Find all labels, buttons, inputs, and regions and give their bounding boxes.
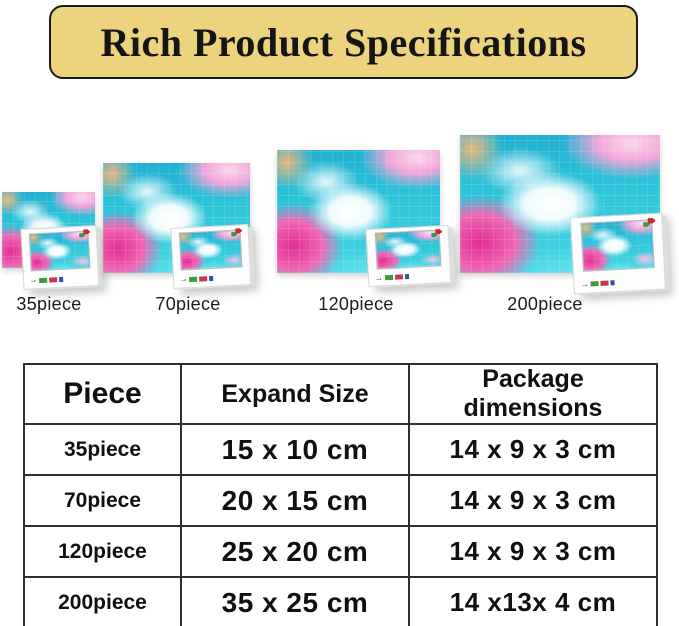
piece-count-label-35: 35piece <box>16 294 82 314</box>
color-block-blue-icon <box>610 280 615 286</box>
brand-color-strip: → <box>374 273 409 283</box>
package-dimensions-cell: 14 x 9 x 3 cm <box>408 423 658 476</box>
piece-cell: 200piece <box>23 576 182 626</box>
brand-color-strip: → <box>29 275 64 286</box>
puzzle-image-120piece <box>277 150 440 273</box>
color-block-red-icon <box>600 280 609 286</box>
color-block-blue-icon <box>209 275 214 282</box>
arrow-icon: → <box>580 279 590 289</box>
title-banner: Rich Product Specifications <box>49 5 638 79</box>
puzzle-box-35piece: → <box>20 225 100 290</box>
puzzle-box-120piece: → <box>365 224 452 288</box>
expand-size-cell: 25 x 20 cm <box>180 525 410 578</box>
table-row: 70piece 20 x 15 cm 14 x 9 x 3 cm <box>23 474 658 527</box>
package-dimensions-cell: 14 x13x 4 cm <box>408 576 658 626</box>
expand-size-cell: 15 x 10 cm <box>180 423 410 476</box>
color-block-blue-icon <box>404 274 409 280</box>
col-header-expand-size: Expand Size <box>180 363 410 425</box>
table-row: 35piece 15 x 10 cm 14 x 9 x 3 cm <box>23 423 658 476</box>
puzzle-logo-icon <box>431 229 442 238</box>
col-header-piece: Piece <box>23 363 182 425</box>
package-dimensions-cell: 14 x 9 x 3 cm <box>408 474 658 527</box>
spec-table: Piece Expand Size Package dimensions 35p… <box>23 363 658 626</box>
color-block-blue-icon <box>59 276 64 283</box>
piece-cell: 120piece <box>23 525 182 578</box>
color-block-red-icon <box>49 277 58 283</box>
color-block-green-icon <box>39 277 48 284</box>
color-block-red-icon <box>394 274 403 280</box>
expand-size-cell: 20 x 15 cm <box>180 474 410 527</box>
piece-cell: 35piece <box>23 423 182 476</box>
color-block-red-icon <box>199 276 208 282</box>
table-header-row: Piece Expand Size Package dimensions <box>23 363 658 425</box>
arrow-icon: → <box>374 273 383 283</box>
color-block-green-icon <box>590 281 599 287</box>
piece-cell: 70piece <box>23 474 182 527</box>
brand-color-strip: → <box>179 274 214 285</box>
puzzle-logo-icon <box>642 217 655 228</box>
puzzle-logo-icon <box>79 229 91 238</box>
arrow-icon: → <box>179 274 188 285</box>
package-dimensions-cell: 14 x 9 x 3 cm <box>408 525 658 578</box>
arrow-icon: → <box>29 275 38 286</box>
puzzle-logo-icon <box>231 228 243 237</box>
table-row: 200piece 35 x 25 cm 14 x13x 4 cm <box>23 576 658 626</box>
piece-count-label-70: 70piece <box>155 294 221 314</box>
page-title: Rich Product Specifications <box>100 19 587 65</box>
puzzle-box-70piece: → <box>170 224 252 289</box>
piece-count-label-200: 200piece <box>507 294 583 314</box>
col-header-package-dimensions: Package dimensions <box>408 363 658 425</box>
puzzle-box-200piece: → <box>570 212 666 295</box>
expand-size-cell: 35 x 25 cm <box>180 576 410 626</box>
piece-count-label-120: 120piece <box>318 294 394 314</box>
color-block-green-icon <box>189 276 198 283</box>
color-block-green-icon <box>384 274 393 281</box>
table-row: 120piece 25 x 20 cm 14 x 9 x 3 cm <box>23 525 658 578</box>
brand-color-strip: → <box>580 279 615 289</box>
